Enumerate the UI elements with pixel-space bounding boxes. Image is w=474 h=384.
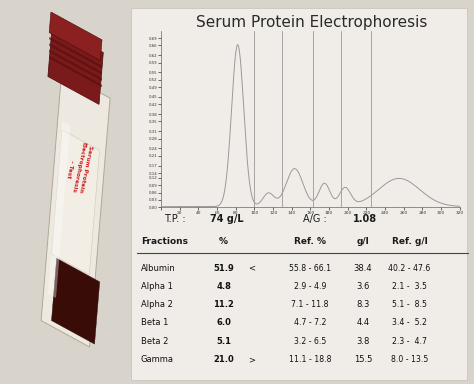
Text: 6.0: 6.0 (216, 318, 231, 328)
Text: 8.3: 8.3 (356, 300, 370, 309)
Text: 7.1 - 11.8: 7.1 - 11.8 (291, 300, 329, 309)
Text: 11.2: 11.2 (213, 300, 234, 309)
Text: 4.7 - 7.2: 4.7 - 7.2 (294, 318, 326, 328)
FancyBboxPatch shape (49, 50, 102, 80)
Text: 11.1 - 18.8: 11.1 - 18.8 (289, 355, 331, 364)
Text: Gamma: Gamma (141, 355, 174, 364)
Text: 40.2 - 47.6: 40.2 - 47.6 (388, 264, 431, 273)
Text: Ref. %: Ref. % (294, 237, 326, 246)
Text: T.P. :: T.P. : (164, 214, 186, 224)
Text: <: < (248, 264, 255, 273)
Text: Serum Protein
Electrophoresis
    - Test: Serum Protein Electrophoresis - Test (63, 139, 93, 195)
Text: 3.8: 3.8 (356, 337, 370, 346)
Text: 3.4 -  5.2: 3.4 - 5.2 (392, 318, 427, 328)
FancyBboxPatch shape (41, 72, 110, 347)
Text: 5.1 -  8.5: 5.1 - 8.5 (392, 300, 427, 309)
Text: Alpha 2: Alpha 2 (141, 300, 173, 309)
Text: 15.5: 15.5 (354, 355, 372, 364)
FancyBboxPatch shape (52, 258, 100, 344)
Text: Ref. g/l: Ref. g/l (392, 237, 428, 246)
Text: 2.3 -  4.7: 2.3 - 4.7 (392, 337, 427, 346)
Text: 3.2 - 6.5: 3.2 - 6.5 (294, 337, 326, 346)
Text: >: > (248, 355, 255, 364)
FancyBboxPatch shape (49, 37, 102, 68)
Text: 51.9: 51.9 (213, 264, 234, 273)
Text: 5.1: 5.1 (216, 337, 231, 346)
FancyBboxPatch shape (49, 44, 102, 74)
Text: Fractions: Fractions (141, 237, 188, 246)
Text: 55.8 - 66.1: 55.8 - 66.1 (289, 264, 331, 273)
Text: Beta 2: Beta 2 (141, 337, 168, 346)
Text: g/l: g/l (357, 237, 369, 246)
Text: 4.4: 4.4 (356, 318, 370, 328)
Text: 38.4: 38.4 (354, 264, 373, 273)
Text: A/G :: A/G : (303, 214, 327, 224)
FancyBboxPatch shape (131, 8, 467, 380)
FancyBboxPatch shape (48, 121, 70, 298)
Text: 2.1 -  3.5: 2.1 - 3.5 (392, 282, 427, 291)
FancyBboxPatch shape (52, 130, 100, 275)
Text: 74 g/L: 74 g/L (210, 214, 244, 224)
FancyBboxPatch shape (49, 12, 102, 61)
Text: Beta 1: Beta 1 (141, 318, 168, 328)
Text: 2.9 - 4.9: 2.9 - 4.9 (294, 282, 326, 291)
Text: Albumin: Albumin (141, 264, 175, 273)
Text: Alpha 1: Alpha 1 (141, 282, 173, 291)
Text: 3.6: 3.6 (356, 282, 370, 291)
Text: Serum Protein Electrophoresis: Serum Protein Electrophoresis (196, 15, 427, 30)
FancyBboxPatch shape (49, 56, 102, 87)
Text: %: % (219, 237, 228, 246)
Text: 1.08: 1.08 (353, 214, 377, 224)
FancyBboxPatch shape (48, 25, 103, 104)
Text: 21.0: 21.0 (213, 355, 234, 364)
Text: 8.0 - 13.5: 8.0 - 13.5 (391, 355, 428, 364)
Text: 4.8: 4.8 (216, 282, 231, 291)
